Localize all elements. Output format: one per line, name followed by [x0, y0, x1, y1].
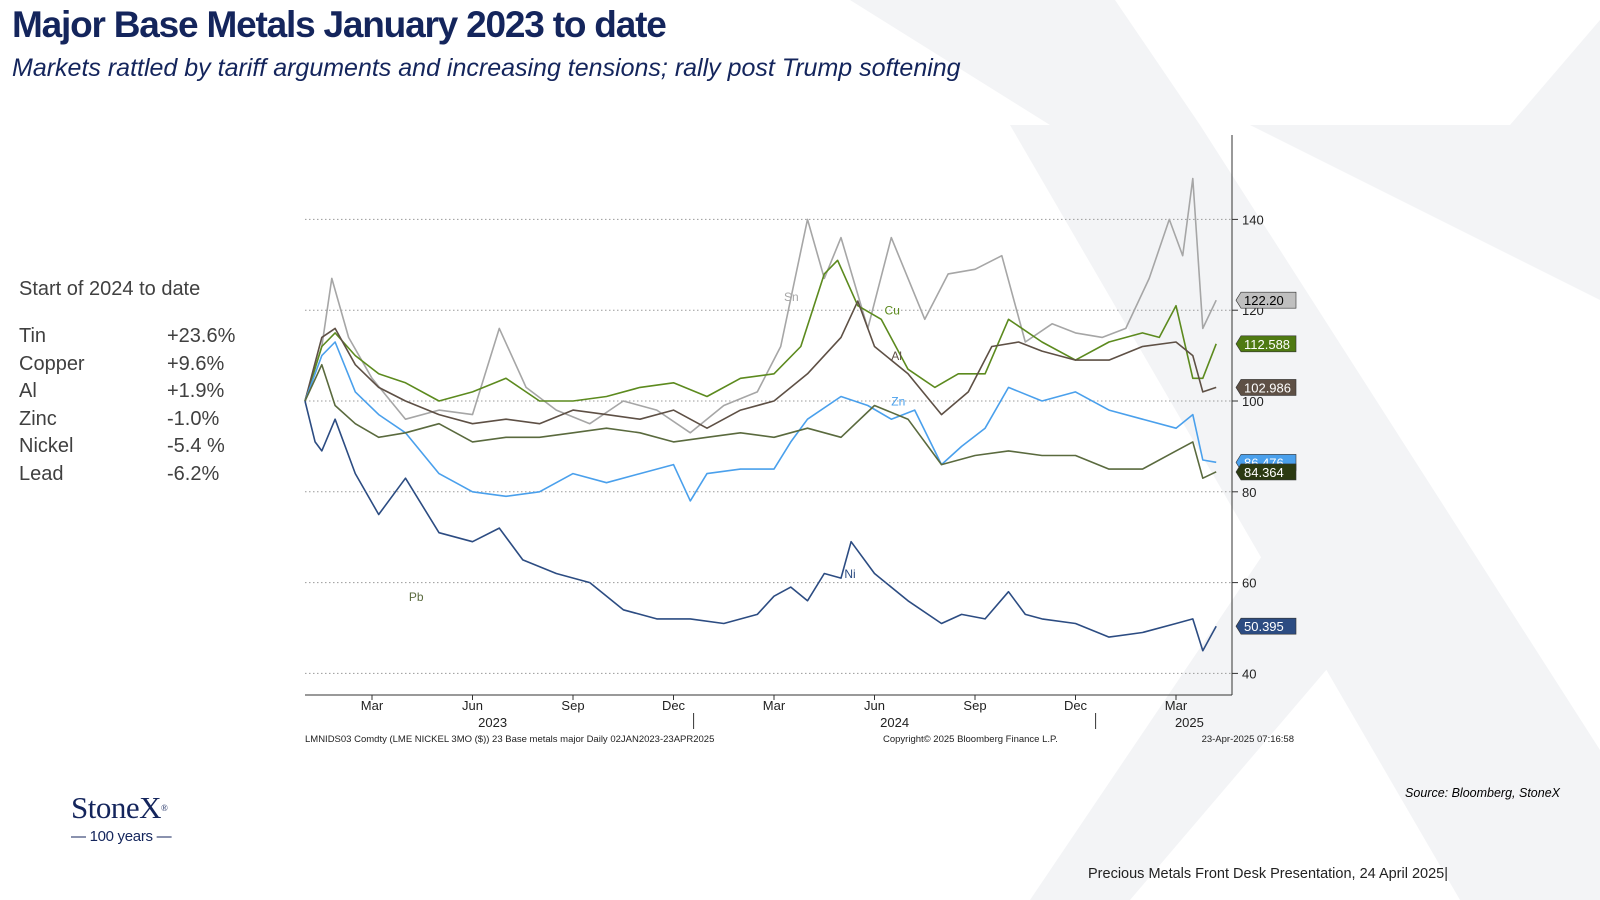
summary-change: -6.2%: [167, 462, 220, 485]
registered-mark: ®: [161, 803, 168, 813]
x-tick-label: Jun: [462, 698, 483, 713]
series-label-cu: Cu: [885, 304, 900, 318]
page-subtitle: Markets rattled by tariff arguments and …: [12, 54, 961, 82]
summary-metal: Nickel: [19, 435, 74, 457]
x-tick-label: Dec: [662, 698, 686, 713]
x-tick-label: Sep: [561, 698, 584, 713]
end-value-flag-al: [1235, 379, 1297, 396]
end-value-label-sn: 122.20: [1244, 293, 1284, 308]
summary-row-aluminium: Al +1.9%: [19, 380, 259, 408]
summary-row-zinc: Zinc -1.0%: [19, 408, 259, 436]
series-line-sn: [304, 177, 1217, 434]
summary-row-copper: Copper +9.6%: [19, 353, 259, 381]
x-tick-label: Jun: [864, 698, 885, 713]
bloomberg-copyright: Copyright© 2025 Bloomberg Finance L.P.: [883, 734, 1058, 745]
series-label-zn: Zn: [891, 395, 905, 409]
summary-heading: Start of 2024 to date: [19, 278, 201, 300]
summary-metal: Lead: [19, 462, 64, 485]
summary-metal: Copper: [19, 352, 85, 375]
logo-wordmark: StoneX®: [71, 792, 201, 824]
y-tick-label: 100: [1242, 394, 1264, 409]
summary-row-nickel: Nickel -5.4 %: [19, 435, 259, 463]
series-line-al: [304, 300, 1217, 430]
series-label-sn: Sn: [784, 290, 799, 304]
summary-metal: Zinc: [19, 407, 57, 430]
page-title: Major Base Metals January 2023 to date: [12, 4, 667, 45]
summary-change: -1.0%: [167, 407, 220, 430]
end-value-flag-cu: [1235, 335, 1297, 353]
source-note: Source: Bloomberg, StoneX: [1405, 786, 1560, 800]
end-value-label-al: 102.986: [1244, 380, 1291, 395]
end-value-label-pb: 84.364: [1244, 465, 1284, 480]
summary-metal: Al: [19, 380, 37, 402]
logo-name: StoneX: [71, 790, 162, 825]
x-tick-label: Sep: [963, 698, 986, 713]
series-line-zn: [304, 341, 1217, 502]
series-line-ni: [304, 400, 1217, 652]
presentation-footer: Precious Metals Front Desk Presentation,…: [1088, 866, 1449, 882]
series-label-al: Al: [891, 349, 902, 363]
series-line-pb: [304, 363, 1217, 480]
summary-change: +23.6%: [167, 325, 236, 347]
summary-change: +9.6%: [167, 352, 225, 375]
summary-row-tin: Tin +23.6%: [19, 325, 259, 353]
stonex-logo: StoneX® — 100 years —: [71, 792, 201, 846]
year-label: 2023: [478, 715, 507, 730]
y-tick-label: 140: [1242, 212, 1264, 227]
bloomberg-footer-left: LMNIDS03 Comdty (LME NICKEL 3MO ($)) 23 …: [305, 734, 714, 745]
series-label-ni: Ni: [844, 567, 855, 581]
end-value-flag-sn: [1235, 291, 1297, 309]
y-tick-label: 80: [1242, 485, 1256, 500]
bloomberg-timestamp: 23-Apr-2025 07:16:58: [1202, 734, 1294, 745]
summary-change: -5.4 %: [167, 435, 225, 457]
end-value-label-ni: 50.395: [1244, 619, 1284, 634]
end-value-flag-ni: [1235, 617, 1297, 635]
series-line-cu: [304, 259, 1217, 402]
summary-change: +1.9%: [167, 380, 225, 402]
y-tick-label: 40: [1242, 666, 1256, 681]
end-value-label-cu: 112.588: [1244, 337, 1290, 352]
x-tick-label: Mar: [361, 698, 384, 713]
series-label-pb: Pb: [409, 590, 424, 604]
performance-summary: Start of 2024 to date Tin +23.6% Copper …: [19, 278, 259, 490]
summary-metal: Tin: [19, 325, 47, 347]
x-tick-label: Mar: [1165, 698, 1188, 713]
x-tick-label: Dec: [1064, 698, 1088, 713]
year-label: 2024: [880, 715, 909, 730]
summary-row-lead: Lead -6.2%: [19, 463, 259, 491]
year-label: 2025: [1175, 715, 1204, 730]
logo-tagline: — 100 years —: [71, 828, 172, 845]
y-tick-label: 60: [1242, 576, 1256, 591]
end-value-flag-pb: [1235, 463, 1297, 481]
x-tick-label: Mar: [763, 698, 786, 713]
